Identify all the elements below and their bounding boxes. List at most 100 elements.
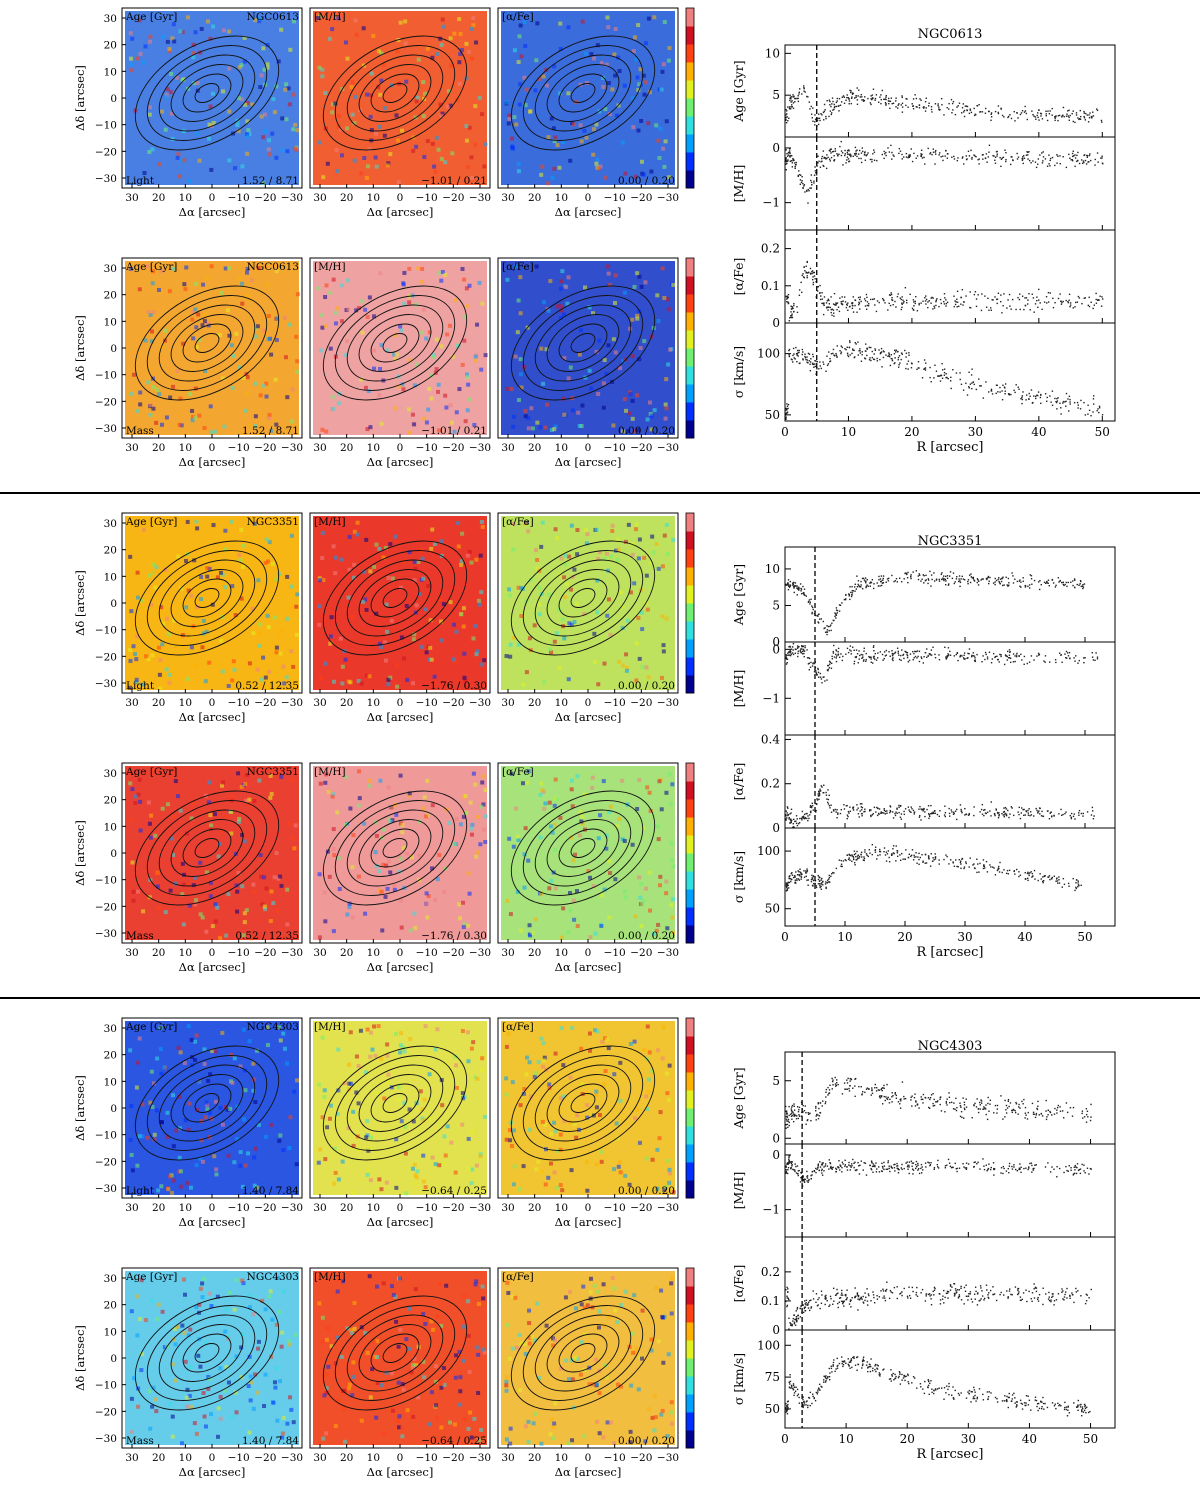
data-point [1058,652,1061,654]
data-point [1021,156,1024,158]
data-point [1014,578,1016,580]
data-point [1021,398,1024,401]
data-point [1089,112,1091,114]
data-point [894,651,897,653]
data-point [830,667,833,670]
map-bin [570,778,575,783]
map-bin [633,914,638,919]
data-point [918,302,920,305]
data-point [826,355,828,357]
data-point [885,654,888,656]
data-point [1087,161,1089,163]
data-point [1014,391,1016,394]
map-bin [599,893,604,898]
data-point [958,578,960,580]
data-point [1045,295,1048,298]
map-bin [519,385,524,390]
data-point [1008,654,1011,656]
map-bin [524,670,529,675]
map-bin [544,347,549,352]
map-bin [290,387,295,392]
data-point [953,295,955,297]
data-point [789,654,792,657]
map-bin [620,837,625,842]
map-bin [169,836,174,841]
data-point [887,100,890,102]
data-point [1034,397,1037,400]
data-point [968,812,970,815]
data-point [823,103,826,106]
map-bin [128,56,133,61]
data-point [945,376,947,379]
map-bin [478,553,483,558]
data-point [1071,112,1073,115]
data-point [870,809,872,811]
map-bin [261,181,266,186]
map-bin [207,122,212,127]
data-point [972,864,974,866]
data-point [863,154,866,156]
data-point [870,298,872,301]
data-point [814,365,817,368]
map-bin [457,17,462,22]
data-point [856,652,859,655]
data-point [919,856,922,859]
map-bin [374,611,379,616]
data-point [1030,162,1032,164]
data-point [847,309,849,311]
map-bin [167,47,172,52]
map-bin [209,167,214,172]
data-point [879,651,882,653]
map-bin [224,814,229,819]
data-point [930,853,932,855]
map-bin [422,91,427,96]
data-point [824,883,827,885]
map-bin [542,806,547,811]
data-point [1069,302,1072,304]
map-bin [371,33,376,38]
map-bin [150,653,155,658]
data-point [879,578,882,580]
data-point [947,584,950,586]
data-point [1074,579,1076,581]
data-point [1041,162,1044,164]
tick-label: 30 [313,697,326,709]
map-bin [220,828,225,833]
y-axis-label: Δδ [arcsec] [73,570,87,636]
data-point [788,106,791,108]
data-point [925,862,928,864]
map-bin [553,777,558,782]
map-bin [642,92,647,97]
data-point [801,653,804,655]
map-bin [630,842,635,847]
tick-label: 0 [110,343,117,355]
data-point [1079,583,1081,585]
map-bin [461,925,466,930]
data-point [860,161,863,164]
data-point [979,111,982,113]
data-point [855,96,857,99]
data-point [985,153,988,155]
data-point [1083,110,1085,113]
isophote-contour [522,550,644,646]
data-point [790,311,792,313]
data-point [1062,581,1064,583]
data-point [906,651,909,654]
data-point [1049,159,1051,162]
data-point [940,302,943,305]
data-point [835,302,837,304]
map-bin [625,665,630,670]
map-bin [433,169,438,174]
data-point [912,299,915,301]
map-bin [272,110,277,115]
data-point [1051,390,1054,392]
map-bin [331,792,336,797]
map-bin [159,345,164,350]
map-bin [194,519,199,524]
data-point [963,867,965,870]
data-point [849,341,851,344]
data-point [790,160,793,162]
map-bin [636,128,641,133]
data-point [946,656,949,658]
